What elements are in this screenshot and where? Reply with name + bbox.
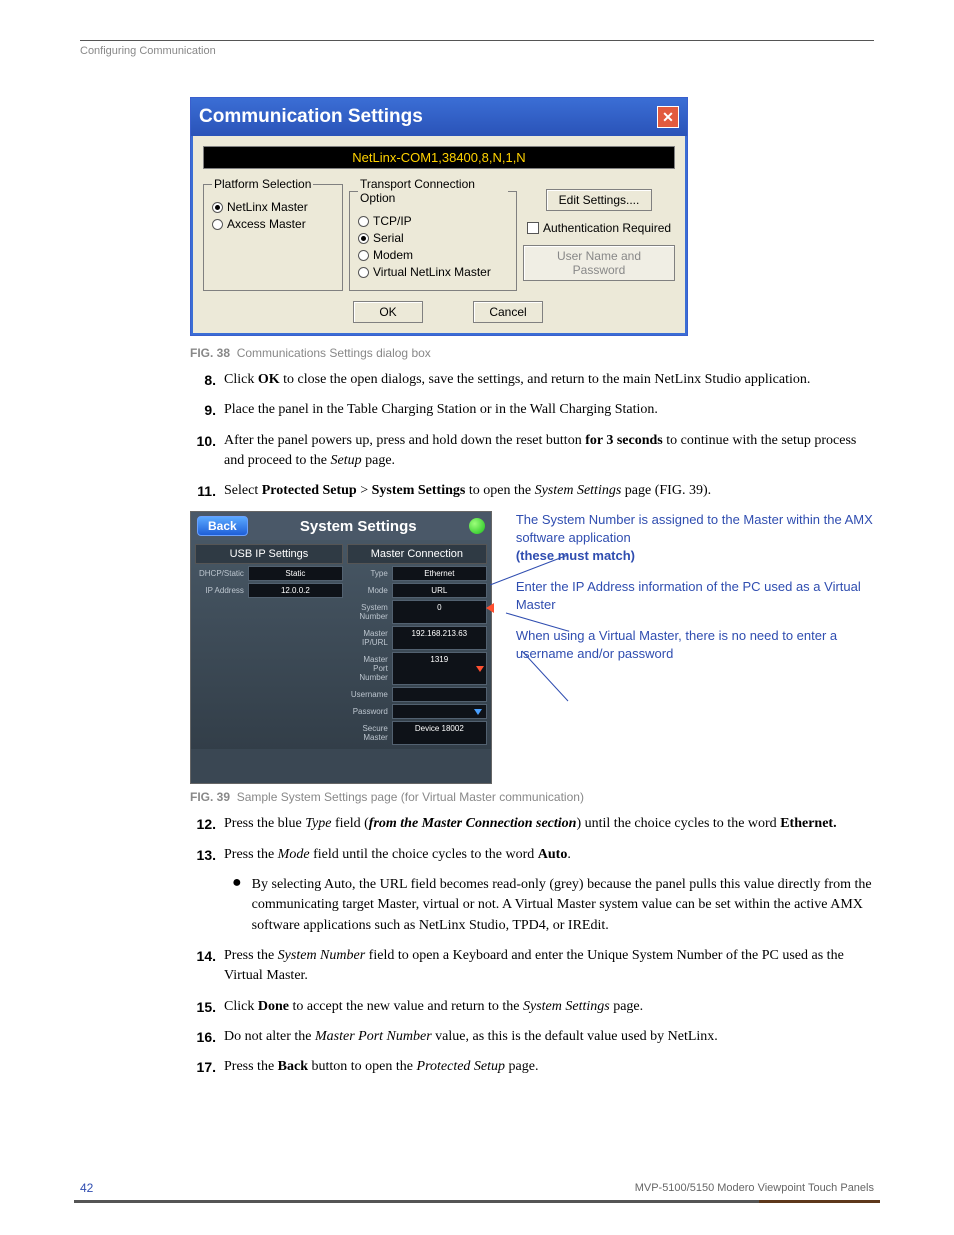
edit-settings-button[interactable]: Edit Settings.... — [546, 189, 653, 211]
back-button[interactable]: Back — [197, 516, 248, 536]
transport-legend: Transport Connection Option — [358, 177, 508, 205]
step-12: 12.Press the blue Type field (from the M… — [190, 814, 874, 834]
radio-tcpip[interactable]: TCP/IP — [358, 214, 508, 228]
radio-icon — [358, 233, 369, 244]
dialog-title: Communication Settings — [199, 106, 657, 128]
type-field[interactable]: Ethernet — [392, 566, 487, 581]
username-field[interactable] — [392, 687, 487, 702]
radio-axcess-master[interactable]: Axcess Master — [212, 217, 334, 231]
master-connection-header: Master Connection — [347, 544, 487, 564]
running-head: Configuring Communication — [80, 45, 874, 57]
system-settings-title: System Settings — [300, 518, 417, 535]
step-13: 13.Press the Mode field until the choice… — [190, 845, 874, 865]
pointer-icon — [474, 709, 482, 715]
radio-icon — [358, 250, 369, 261]
system-settings-panel: Back System Settings USB IP Settings DHC… — [190, 511, 492, 784]
system-number-field[interactable]: 0 — [392, 600, 487, 624]
mode-field[interactable]: URL — [392, 583, 487, 598]
radio-icon — [358, 267, 369, 278]
footer-title: MVP-5100/5150 Modero Viewpoint Touch Pan… — [104, 1182, 874, 1194]
fig39-caption: FIG. 39 Sample System Settings page (for… — [190, 790, 874, 804]
connection-status-line: NetLinx-COM1,38400,8,N,1,N — [203, 146, 675, 169]
usb-ip-settings-header: USB IP Settings — [195, 544, 343, 564]
cancel-button[interactable]: Cancel — [473, 301, 543, 323]
callout-system-number: The System Number is assigned to the Mas… — [516, 511, 874, 564]
step-10: 10.After the panel powers up, press and … — [190, 431, 874, 472]
callout-ip-address: Enter the IP Address information of the … — [516, 578, 874, 613]
radio-icon — [358, 216, 369, 227]
pointer-icon — [476, 666, 484, 672]
step-17: 17.Press the Back button to open the Pro… — [190, 1057, 874, 1077]
radio-netlinx-master[interactable]: NetLinx Master — [212, 200, 334, 214]
usb-ip-field[interactable]: 12.0.0.2 — [248, 583, 343, 598]
platform-selection-group: Platform Selection NetLinx Master Axcess… — [203, 177, 343, 291]
transport-option-group: Transport Connection Option TCP/IP Seria… — [349, 177, 517, 291]
footer-rule-icon — [74, 1200, 880, 1203]
status-indicator-icon — [469, 518, 485, 534]
radio-virtual-netlinx[interactable]: Virtual NetLinx Master — [358, 265, 508, 279]
pointer-icon — [486, 603, 494, 613]
checkbox-icon — [527, 222, 539, 234]
bullet-icon: ● — [232, 875, 242, 936]
callout-virtual-master: When using a Virtual Master, there is no… — [516, 627, 874, 662]
radio-icon — [212, 219, 223, 230]
step-9: 9.Place the panel in the Table Charging … — [190, 400, 874, 420]
master-port-field[interactable]: 1319 — [392, 652, 487, 685]
radio-icon — [212, 202, 223, 213]
step-8: 8.Click OK to close the open dialogs, sa… — [190, 370, 874, 390]
radio-serial[interactable]: Serial — [358, 231, 508, 245]
page-footer: 42 MVP-5100/5150 Modero Viewpoint Touch … — [80, 1181, 874, 1195]
master-ip-field[interactable]: 192.168.213.63 — [392, 626, 487, 650]
radio-modem[interactable]: Modem — [358, 248, 508, 262]
fig38-caption: FIG. 38 Communications Settings dialog b… — [190, 346, 874, 360]
step-16: 16.Do not alter the Master Port Number v… — [190, 1027, 874, 1047]
dhcp-static-field[interactable]: Static — [248, 566, 343, 581]
comm-settings-dialog: Communication Settings ✕ NetLinx-COM1,38… — [190, 97, 688, 336]
password-field[interactable] — [392, 704, 487, 719]
ok-button[interactable]: OK — [353, 301, 423, 323]
page-number: 42 — [80, 1181, 104, 1195]
close-icon[interactable]: ✕ — [657, 106, 679, 128]
auth-required-checkbox[interactable]: Authentication Required — [527, 221, 671, 235]
username-password-button: User Name and Password — [523, 245, 675, 281]
secure-master-field[interactable]: Device 18002 — [392, 721, 487, 745]
step-11: 11.Select Protected Setup > System Setti… — [190, 481, 874, 501]
step-13-bullet: ●By selecting Auto, the URL field become… — [232, 875, 874, 936]
platform-legend: Platform Selection — [212, 177, 313, 191]
step-14: 14.Press the System Number field to open… — [190, 946, 874, 987]
step-15: 15.Click Done to accept the new value an… — [190, 997, 874, 1017]
